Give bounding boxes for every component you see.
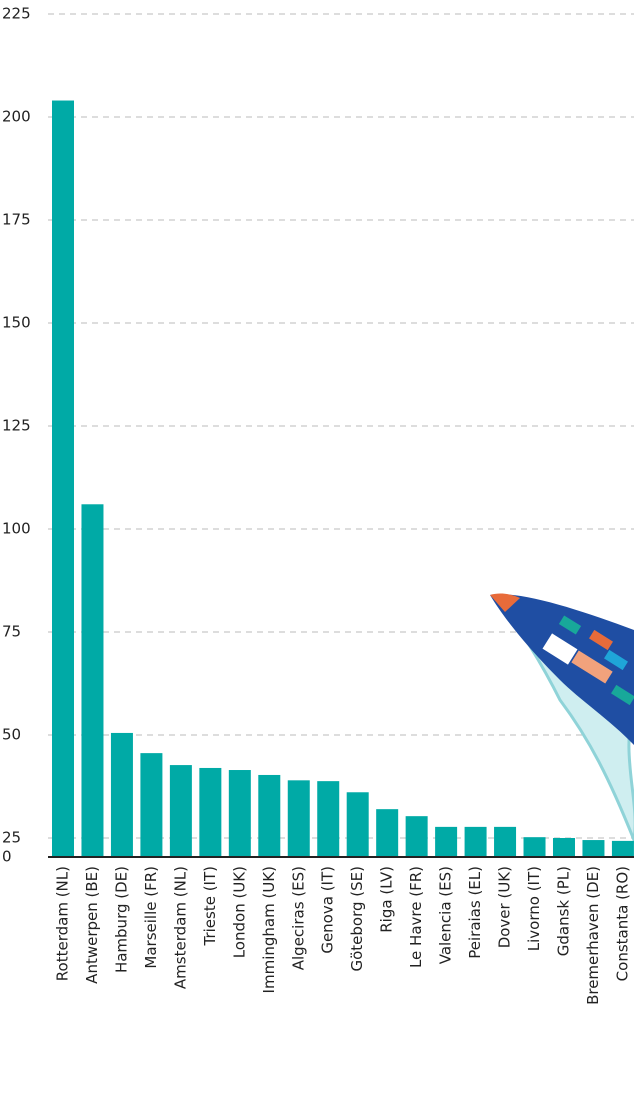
x-tick-label: Riga (LV) [378, 866, 396, 933]
bar [405, 816, 428, 857]
x-tick-label: Genova (IT) [319, 866, 337, 954]
x-tick-label: Constanta (RO) [613, 866, 631, 981]
y-tick-label: 200 [2, 108, 31, 126]
bar [552, 838, 575, 857]
ship-illustration [490, 593, 634, 845]
x-tick-label: Valencia (ES) [437, 866, 455, 964]
x-tick-label: Bremerhaven (DE) [584, 866, 602, 1005]
y-tick-label: 150 [2, 314, 31, 332]
x-tick-label: Antwerpen (BE) [83, 866, 101, 984]
x-tick-label: Le Havre (FR) [407, 866, 425, 968]
x-tick-label: Dover (UK) [496, 866, 514, 948]
y-tick-label: 125 [2, 417, 31, 435]
y-tick-label: 100 [2, 520, 31, 538]
x-tick-label: Trieste (IT) [201, 866, 219, 947]
x-tick-label: Gdansk (PL) [554, 866, 572, 956]
x-tick-label: Göteborg (SE) [348, 866, 366, 972]
y-tick-label: 50 [2, 726, 21, 744]
x-tick-label: Hamburg (DE) [112, 866, 130, 973]
bar [376, 809, 399, 857]
bar [346, 792, 369, 857]
bar [611, 840, 634, 857]
y-tick-label: 75 [2, 623, 21, 641]
x-tick-label: Algeciras (ES) [289, 866, 307, 970]
x-tick-label: Peiraias (EL) [466, 866, 484, 959]
bar [317, 781, 340, 857]
bar [523, 837, 546, 857]
bar [464, 826, 487, 857]
x-tick-label: Amsterdam (NL) [171, 866, 189, 989]
bar [52, 100, 74, 857]
x-tick-label: London (UK) [230, 866, 248, 958]
y-tick-label: 225 [2, 5, 31, 23]
x-tick-label: Livorno (IT) [525, 866, 543, 951]
bar [494, 826, 517, 857]
bar [110, 732, 133, 857]
bar [582, 840, 605, 857]
bar [435, 826, 458, 857]
bar [140, 753, 163, 857]
x-tick-label: Marseille (FR) [142, 866, 160, 969]
x-tick-label: Immingham (UK) [260, 866, 278, 993]
bar [287, 780, 310, 857]
bar [228, 770, 251, 857]
bar [258, 774, 281, 857]
bar [169, 765, 192, 857]
x-tick-label: Rotterdam (NL) [54, 866, 72, 981]
bar [199, 767, 222, 857]
bar [81, 504, 104, 857]
y-tick-label: 25 [2, 829, 21, 847]
y-tick-label: 0 [2, 848, 12, 866]
y-tick-label: 175 [2, 211, 31, 229]
